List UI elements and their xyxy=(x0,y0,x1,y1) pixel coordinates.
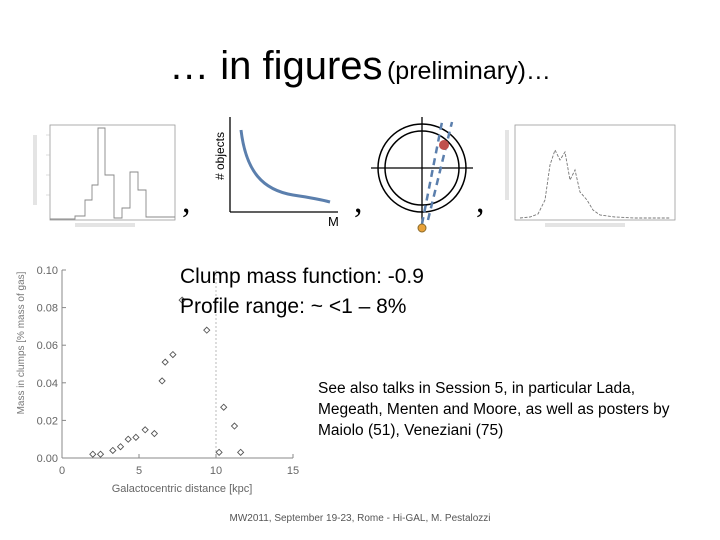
scatter-point xyxy=(89,450,97,458)
histogram-thumbnail xyxy=(33,124,176,227)
scatter-point xyxy=(141,426,149,434)
sight-lines xyxy=(420,121,454,225)
scatter-point xyxy=(96,450,105,458)
scatter-xtick-label: 0 xyxy=(59,465,65,477)
sketch-xlabel: M xyxy=(328,214,339,227)
scatter-xtick-label: 5 xyxy=(136,465,142,477)
scatter-point xyxy=(150,429,159,438)
comma-1: , xyxy=(182,183,191,220)
scatter-point xyxy=(203,326,211,334)
see-also-note: See also talks in Session 5, in particul… xyxy=(318,380,670,439)
slide-title: … in figures (preliminary)… xyxy=(0,44,720,89)
title-sub: (preliminary)… xyxy=(386,57,551,85)
scatter-point xyxy=(169,350,177,359)
profile-thumbnail xyxy=(505,124,676,227)
sketch-ylabel: # objects xyxy=(213,132,227,180)
scatter-point xyxy=(237,448,245,456)
bullet-profile-range: Profile range: ~ <1 – 8% xyxy=(180,295,407,318)
scatter-point xyxy=(161,358,169,366)
scatter-xtick-label: 15 xyxy=(287,465,299,477)
scatter-point xyxy=(116,443,125,451)
scatter-ytick-label: 0.10 xyxy=(37,265,58,277)
bottom-marker xyxy=(417,223,427,233)
scatter-xlabel: Galactocentric distance [kpc] xyxy=(112,483,253,495)
clump-mass-scatter-chart: 0.00 0.02 0.04 0.06 0.08 0.10 0 5 10 15 Galactoce… xyxy=(16,265,300,495)
slide-footer: MW2011, September 19-23, Rome - Hi-GAL, … xyxy=(229,513,491,524)
scatter-points xyxy=(89,296,245,458)
galaxy-sketch xyxy=(371,117,473,233)
scatter-point xyxy=(178,296,186,304)
scatter-xtick-label: 10 xyxy=(210,465,222,477)
top-marker xyxy=(439,140,449,150)
scatter-ylabel: Mass in clumps [% mass of gas] xyxy=(16,271,27,414)
comma-2: , xyxy=(354,183,363,220)
scatter-ytick-label: 0.00 xyxy=(37,453,58,465)
scatter-point xyxy=(215,448,223,456)
scatter-point xyxy=(124,435,132,443)
scatter-ytick-label: 0.04 xyxy=(37,378,58,390)
scatter-point xyxy=(220,403,228,411)
scatter-point xyxy=(132,433,140,441)
scatter-point xyxy=(230,422,239,430)
scatter-ytick-label: 0.02 xyxy=(37,415,58,427)
title-main: … in figures xyxy=(169,44,383,88)
mass-function-sketch: # objects M xyxy=(213,117,339,227)
bullet-list: Clump mass function: -0.9 Profile range:… xyxy=(180,262,424,322)
comma-3: , xyxy=(476,183,485,220)
scatter-ytick-label: 0.06 xyxy=(37,340,58,352)
scatter-axes xyxy=(61,270,293,459)
scatter-point xyxy=(109,446,117,455)
scatter-ytick-label: 0.08 xyxy=(37,303,58,315)
sketch-curve xyxy=(239,129,331,204)
bullet-mass-function: Clump mass function: -0.9 xyxy=(180,265,424,288)
scatter-ticks: 0.00 0.02 0.04 0.06 0.08 0.10 0 5 10 15 xyxy=(37,265,300,477)
scatter-point xyxy=(158,377,166,385)
